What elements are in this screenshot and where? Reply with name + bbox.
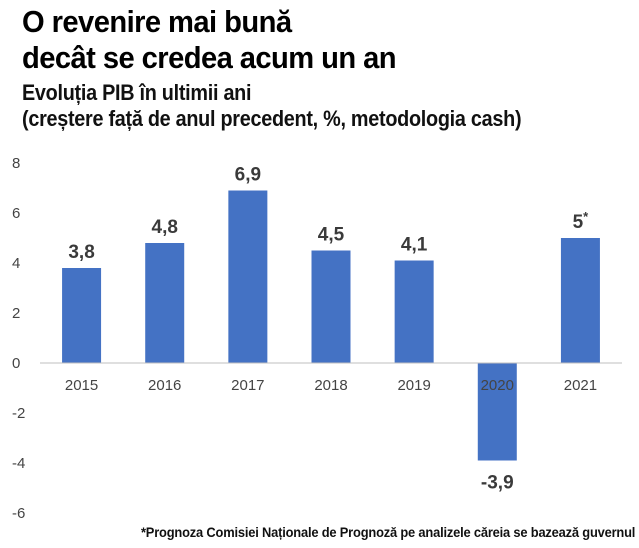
data-label: 3,8 — [68, 242, 94, 263]
title-line-1: O revenire mai bună — [22, 4, 292, 39]
bar-2021 — [560, 238, 600, 363]
y-tick-label: 4 — [12, 255, 20, 272]
footnote: *Prognoza Comisiei Naționale de Prognoză… — [140, 524, 635, 540]
x-tick-label: 2020 — [481, 377, 514, 394]
bar-2019 — [394, 260, 434, 363]
bar-2015 — [62, 268, 102, 363]
data-label: 5* — [573, 209, 590, 233]
x-tick-label: 2016 — [148, 377, 181, 394]
data-label: 4,5 — [318, 225, 345, 246]
x-tick-label: 2019 — [397, 377, 430, 394]
y-tick-label: -4 — [12, 455, 25, 472]
y-tick-label: 2 — [12, 305, 20, 322]
data-label: 4,1 — [401, 235, 428, 256]
y-tick-label: 6 — [12, 205, 20, 222]
chart-title: O revenire mai bună decât se credea acum… — [22, 4, 397, 76]
bar-2018 — [311, 250, 351, 363]
y-tick-label: -2 — [12, 405, 25, 422]
bar-2020 — [477, 363, 517, 461]
x-tick-label: 2017 — [231, 377, 264, 394]
data-label: -3,9 — [481, 473, 514, 494]
x-tick-label: 2018 — [314, 377, 347, 394]
bar-2017 — [228, 190, 268, 363]
x-tick-label: 2015 — [65, 377, 98, 394]
subtitle-line-1: Evoluția PIB în ultimii ani — [22, 80, 252, 105]
title-line-2: decât se credea acum un an — [22, 40, 397, 75]
y-tick-label: 8 — [12, 155, 20, 172]
bar-2016 — [145, 243, 185, 363]
subtitle-line-2: (creștere față de anul precedent, %, met… — [22, 106, 522, 131]
data-label-superscript: * — [583, 209, 589, 224]
data-label: 4,8 — [152, 217, 178, 238]
y-tick-label: -6 — [12, 505, 25, 522]
y-tick-label: 0 — [12, 355, 20, 372]
data-label: 6,9 — [235, 165, 261, 186]
chart-subtitle: Evoluția PIB în ultimii ani (creștere fa… — [22, 80, 522, 132]
x-tick-label: 2021 — [564, 377, 597, 394]
